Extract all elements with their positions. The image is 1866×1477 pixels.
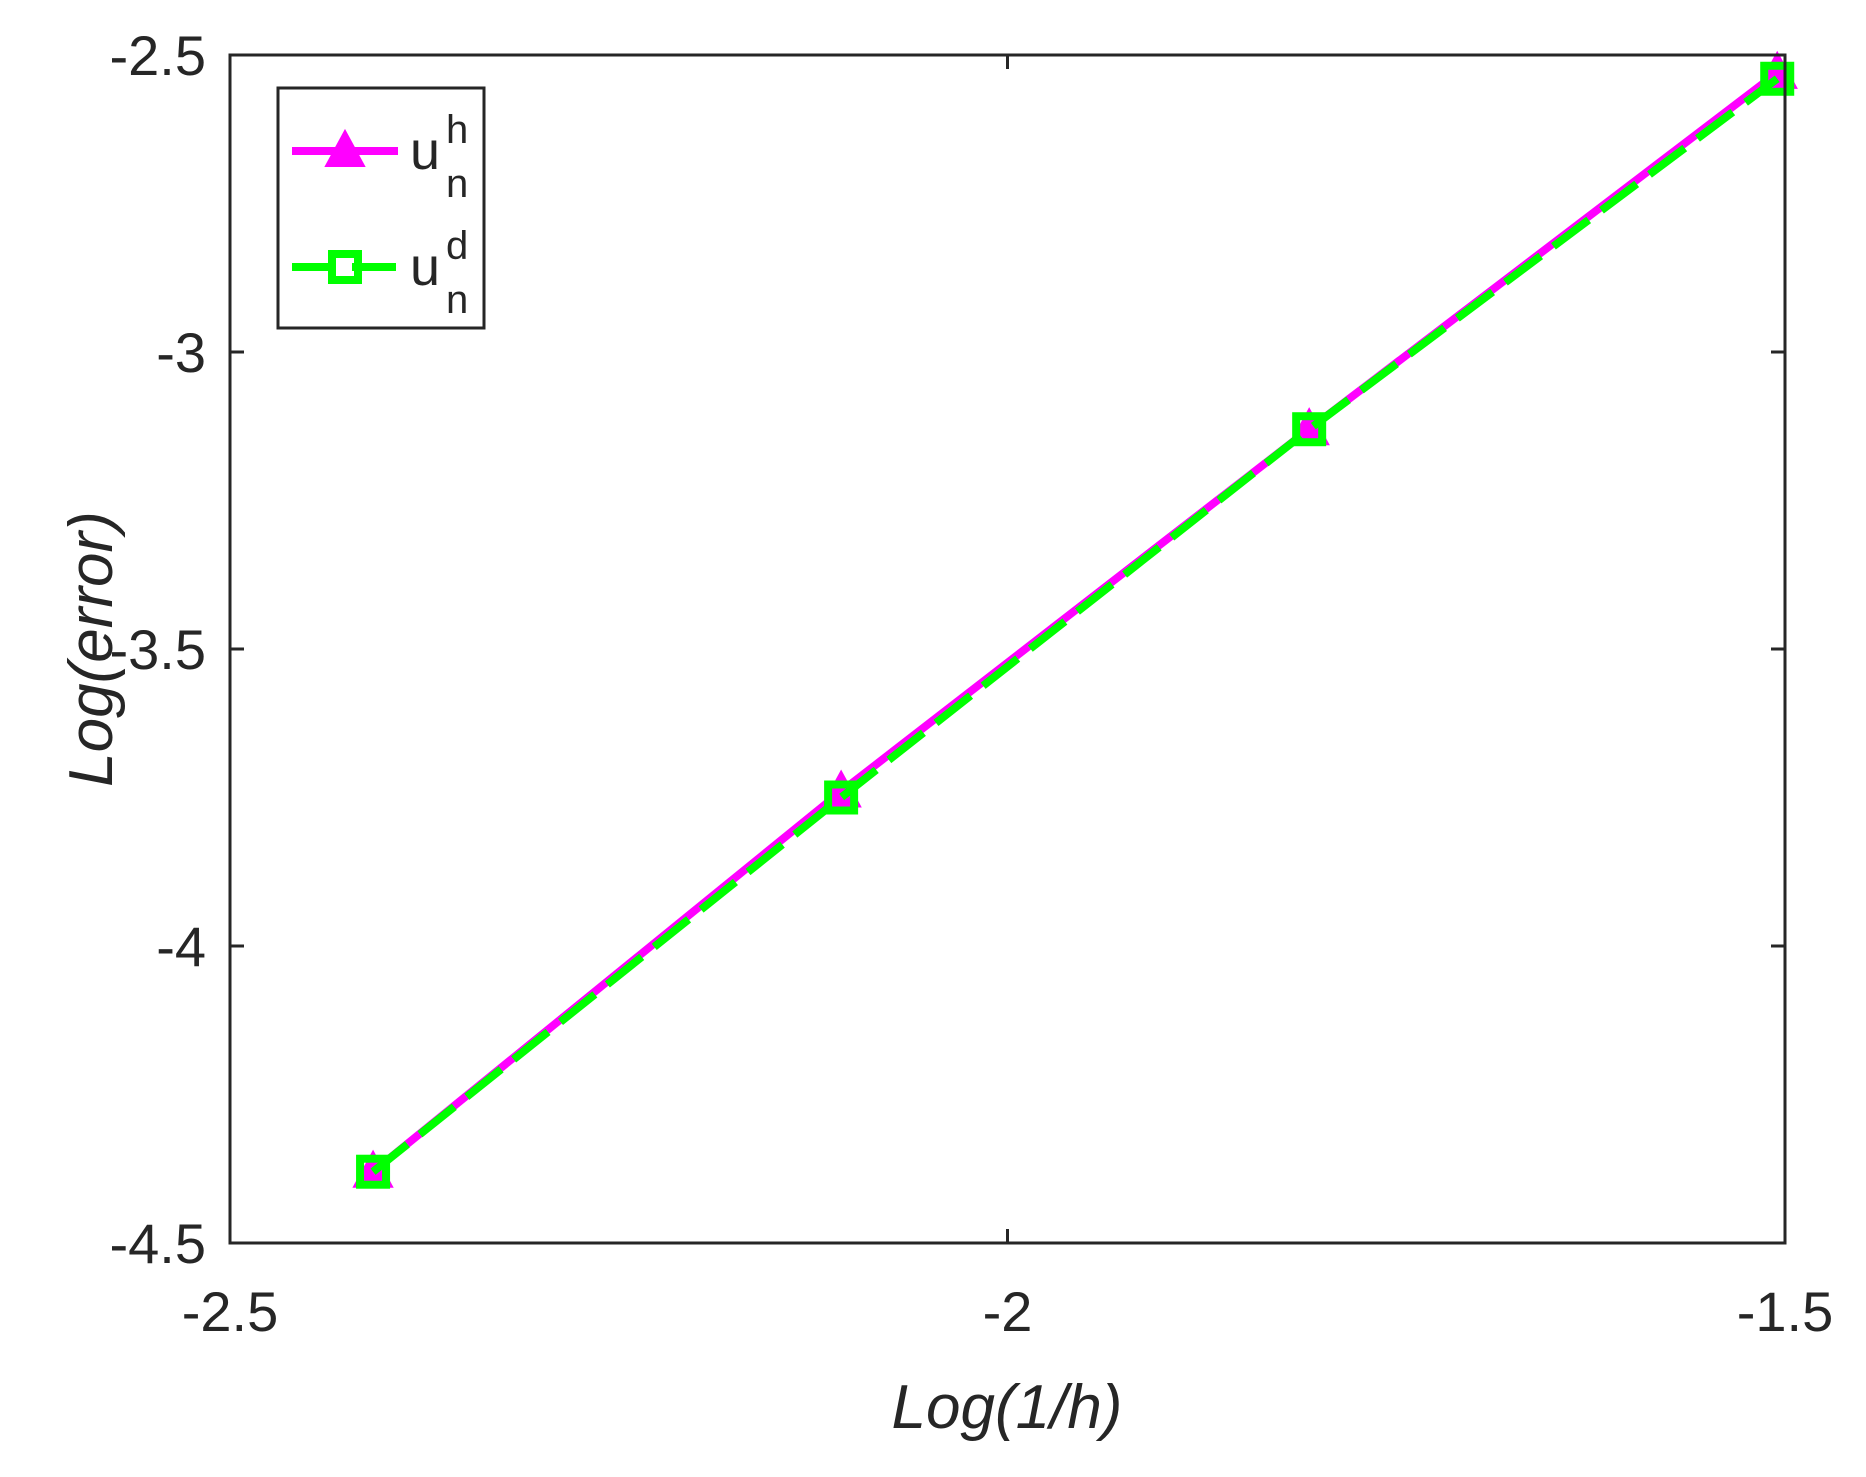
y-tick-label: -4.5 [110,1212,207,1275]
plot-area [230,55,1785,1243]
y-tick-label: -3.5 [110,618,207,681]
legend-box [276,86,486,330]
legend-label-superscript: h [446,108,468,152]
data-point-marker [1760,61,1795,96]
y-tick-label: -2.5 [110,24,207,87]
x-tick-label: -1.5 [1737,1280,1834,1343]
legend-marker-1 [324,128,366,167]
series-layer [352,50,1798,1189]
plot-frame [228,53,1787,1245]
y-tick-label: -3 [156,321,206,384]
x-tick-label: -2 [983,1280,1033,1343]
legend-label-superscript: d [446,224,468,268]
legend-label-subscript: n [446,278,468,322]
data-point-marker [824,780,859,815]
data-point-marker [1292,412,1327,447]
x-axis-label: Log(1/h) [892,1373,1123,1442]
legend-label-base: u [410,237,440,297]
series-2 [356,61,1795,1189]
labels-layer: Log(1/h) Log(error) [57,511,1122,1442]
data-point-marker [356,1154,391,1189]
x-tick-label: -2.5 [182,1280,279,1343]
ticks-layer: -2.5 -2 -1.5 -2.5 -3 -3.5 -4 -4.5 [110,24,1834,1343]
legend-label-subscript: n [446,162,468,206]
y-tick-label: -4 [156,915,206,978]
legend-marker-2 [328,250,362,284]
y-axis-label: Log(error) [57,511,126,787]
legend-label-base: u [410,121,440,181]
legend: u hnu dn [276,86,486,330]
